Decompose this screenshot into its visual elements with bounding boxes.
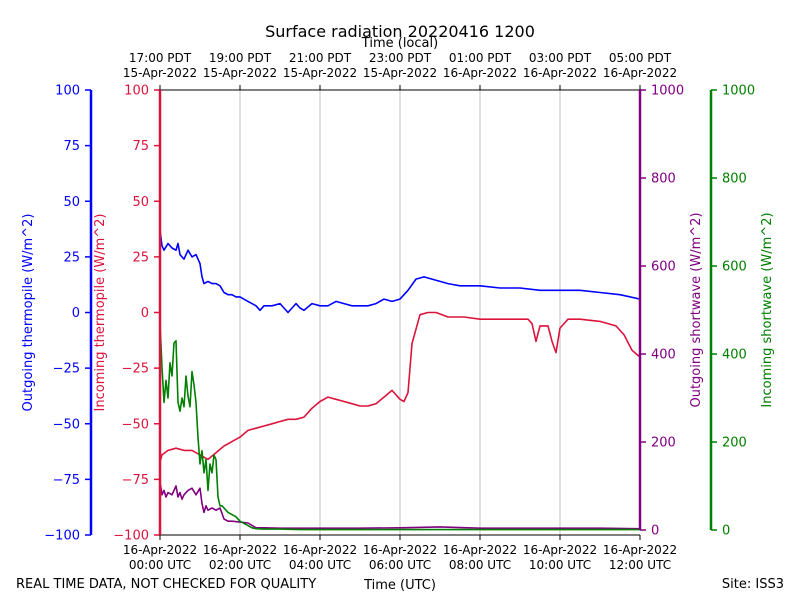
y-tick-label: 600 [722, 260, 747, 275]
y-tick-label: −75 [122, 473, 149, 488]
x-tick-label-bottom: 16-Apr-2022 [283, 543, 357, 557]
x-tick-label-bottom: 00:00 UTC [129, 558, 191, 572]
y-tick-label: 1000 [651, 84, 684, 99]
x-tick-label-bottom: 16-Apr-2022 [523, 543, 597, 557]
x-tick-label-top: 01:00 PDT [449, 51, 512, 65]
outgoing-thermopile-series-line [159, 230, 641, 314]
y-tick-label: 0 [651, 524, 659, 539]
x-tick-label-bottom: 16-Apr-2022 [203, 543, 277, 557]
x-tick-label-top: 05:00 PDT [609, 51, 672, 65]
y-tick-label: 400 [651, 348, 676, 363]
x-tick-label-top: 19:00 PDT [209, 51, 272, 65]
y-tick-label: 800 [722, 172, 747, 187]
x-tick-label-bottom: 06:00 UTC [369, 558, 431, 572]
top-axis-title: Time (local) [361, 36, 438, 51]
y-axis-title: Incoming shortwave (W/m^2) [760, 212, 775, 407]
x-tick-label-bottom: 16-Apr-2022 [603, 543, 677, 557]
x-tick-label-top: 15-Apr-2022 [203, 66, 277, 80]
axes-layer: 100 75 50 25 0 −25 −50 −75 −100 Outgoing thermopi… [21, 51, 775, 572]
incoming-shortwave-series-line [159, 323, 640, 531]
chart-title: Surface radiation 20220416 1200 [265, 22, 535, 41]
y-tick-label: 0 [722, 524, 730, 539]
outgoing-shortwave-series-line [159, 481, 641, 530]
y-tick-label: 100 [124, 84, 149, 99]
x-tick-label-bottom: 16-Apr-2022 [363, 543, 437, 557]
x-tick-label-top: 17:00 PDT [129, 51, 192, 65]
y-tick-label: 200 [651, 436, 676, 451]
y-tick-label: 50 [132, 195, 149, 210]
x-tick-label-top: 16-Apr-2022 [603, 66, 677, 80]
y-tick-label: 50 [63, 195, 80, 210]
footer-quality-note: REAL TIME DATA, NOT CHECKED FOR QUALITY [16, 577, 316, 592]
incoming-thermopile-series-line [159, 311, 641, 462]
y-tick-label: 200 [722, 436, 747, 451]
y-tick-label: 25 [132, 250, 149, 265]
y-tick-label: 75 [132, 139, 149, 154]
bottom-axis-title: Time (UTC) [363, 578, 436, 593]
y-tick-label: −75 [53, 473, 80, 488]
y-tick-label: 25 [63, 250, 80, 265]
footer-site-label: Site: ISS3 [722, 577, 784, 592]
y-tick-label: −50 [122, 417, 149, 432]
series-layer [159, 230, 641, 531]
x-tick-label-bottom: 10:00 UTC [529, 558, 591, 572]
x-tick-label-top: 16-Apr-2022 [443, 66, 517, 80]
y-tick-label: 800 [651, 172, 676, 187]
x-tick-label-top: 21:00 PDT [289, 51, 352, 65]
y-tick-label: −25 [53, 362, 80, 377]
y-tick-label: −25 [122, 362, 149, 377]
x-tick-label-bottom: 08:00 UTC [449, 558, 511, 572]
y-tick-label: −100 [113, 529, 149, 544]
y-axis-title: Incoming thermopile (W/m^2) [93, 214, 108, 412]
x-tick-label-top: 15-Apr-2022 [123, 66, 197, 80]
x-tick-label-top: 23:00 PDT [369, 51, 432, 65]
y-tick-label: 75 [63, 139, 80, 154]
y-axis-title: Outgoing thermopile (W/m^2) [21, 214, 36, 412]
y-tick-label: −50 [53, 417, 80, 432]
x-tick-label-bottom: 16-Apr-2022 [443, 543, 517, 557]
x-tick-label-top: 15-Apr-2022 [363, 66, 437, 80]
y-tick-label: 400 [722, 348, 747, 363]
x-tick-label-top: 03:00 PDT [529, 51, 592, 65]
grid-layer [239, 90, 561, 535]
x-tick-label-top: 16-Apr-2022 [523, 66, 597, 80]
y-tick-label: 0 [72, 306, 80, 321]
y-tick-label: 600 [651, 260, 676, 275]
x-tick-label-bottom: 16-Apr-2022 [123, 543, 197, 557]
x-tick-label-bottom: 02:00 UTC [209, 558, 271, 572]
x-tick-label-bottom: 12:00 UTC [609, 558, 671, 572]
y-tick-label: 1000 [722, 84, 755, 99]
y-axis-title: Outgoing shortwave (W/m^2) [689, 212, 704, 407]
y-tick-label: −100 [44, 529, 80, 544]
x-tick-label-top: 15-Apr-2022 [283, 66, 357, 80]
y-tick-label: 0 [141, 306, 149, 321]
y-tick-label: 100 [55, 84, 80, 99]
x-tick-label-bottom: 04:00 UTC [289, 558, 351, 572]
